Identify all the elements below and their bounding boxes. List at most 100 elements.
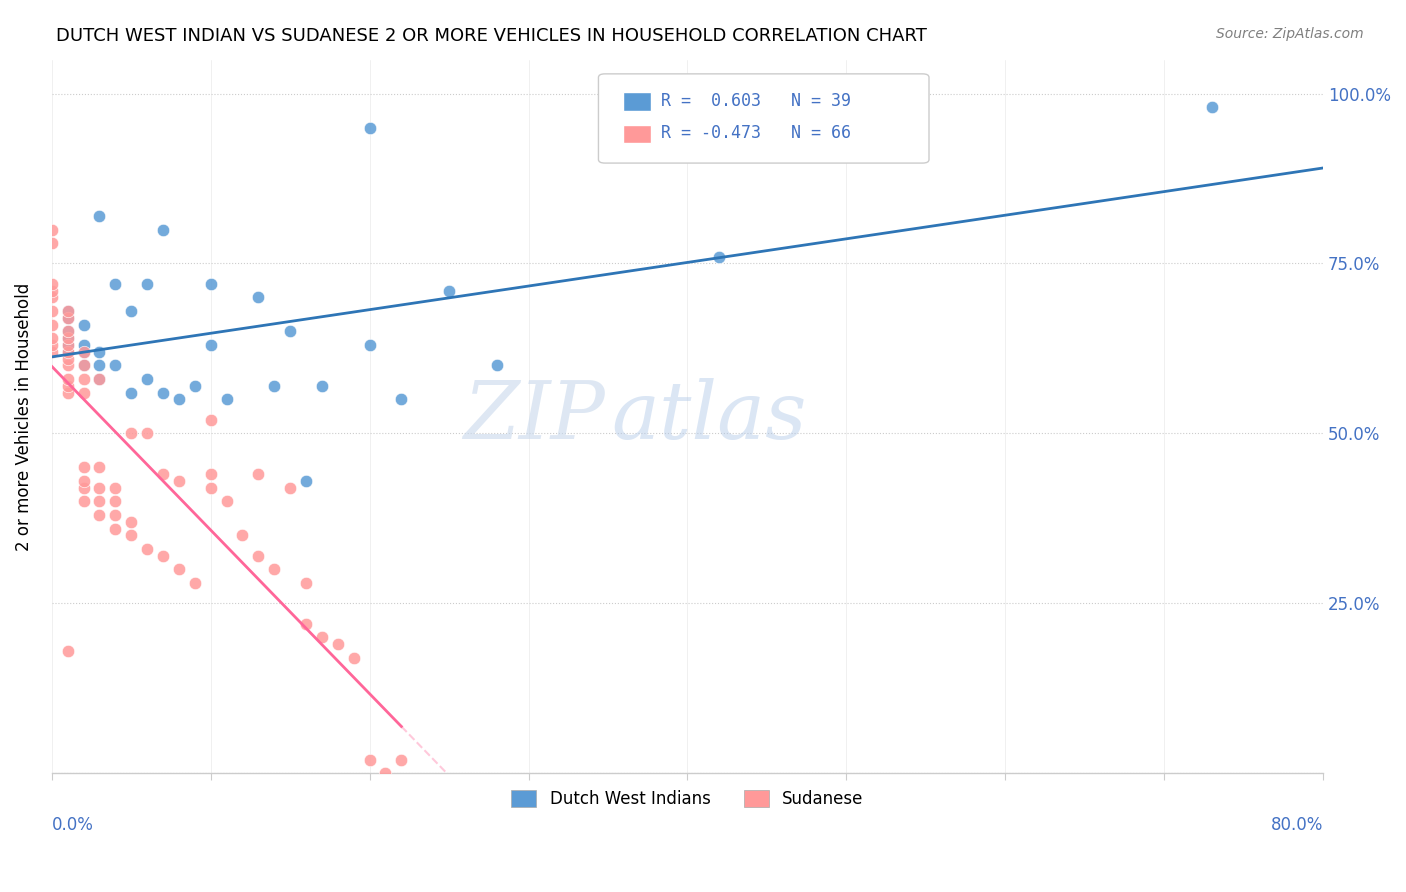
Point — [56, 385, 79, 400]
Point — [1201, 100, 1223, 114]
Point — [104, 494, 127, 508]
Point — [374, 766, 396, 780]
Point — [215, 494, 238, 508]
Point — [89, 460, 111, 475]
Point — [72, 344, 94, 359]
Point — [326, 637, 349, 651]
Point — [72, 359, 94, 373]
Text: R = -0.473   N = 66: R = -0.473 N = 66 — [661, 124, 851, 142]
Point — [104, 522, 127, 536]
Point — [295, 474, 318, 488]
Point — [56, 310, 79, 325]
Point — [56, 351, 79, 366]
Point — [278, 481, 301, 495]
Point — [120, 385, 142, 400]
Point — [104, 277, 127, 291]
Legend: Dutch West Indians, Sudanese: Dutch West Indians, Sudanese — [505, 783, 870, 814]
Point — [89, 481, 111, 495]
Point — [152, 549, 174, 563]
Point — [359, 753, 381, 767]
Point — [215, 392, 238, 407]
Point — [41, 236, 63, 251]
Point — [359, 338, 381, 352]
Point — [72, 372, 94, 386]
Point — [89, 508, 111, 522]
Point — [72, 481, 94, 495]
Point — [247, 467, 270, 482]
Point — [56, 344, 79, 359]
Point — [89, 344, 111, 359]
Point — [437, 284, 460, 298]
Point — [56, 304, 79, 318]
Point — [89, 494, 111, 508]
Point — [359, 120, 381, 135]
Point — [41, 284, 63, 298]
Point — [152, 467, 174, 482]
FancyBboxPatch shape — [623, 93, 651, 111]
Point — [104, 508, 127, 522]
Point — [72, 460, 94, 475]
Point — [41, 331, 63, 345]
Point — [120, 515, 142, 529]
Point — [167, 562, 190, 576]
Point — [200, 467, 222, 482]
Point — [72, 318, 94, 332]
Point — [247, 549, 270, 563]
Point — [72, 344, 94, 359]
Point — [295, 616, 318, 631]
Point — [311, 379, 333, 393]
Point — [41, 304, 63, 318]
Text: Source: ZipAtlas.com: Source: ZipAtlas.com — [1216, 27, 1364, 41]
Point — [56, 379, 79, 393]
Point — [56, 338, 79, 352]
Point — [120, 426, 142, 441]
FancyBboxPatch shape — [599, 74, 929, 163]
Point — [247, 290, 270, 304]
Point — [72, 494, 94, 508]
Point — [72, 385, 94, 400]
Point — [72, 359, 94, 373]
Text: 80.0%: 80.0% — [1271, 816, 1323, 834]
Point — [41, 338, 63, 352]
Point — [89, 209, 111, 223]
Text: ZIP: ZIP — [463, 377, 605, 455]
Point — [56, 331, 79, 345]
Point — [200, 481, 222, 495]
Point — [56, 304, 79, 318]
Point — [56, 331, 79, 345]
Point — [184, 575, 207, 590]
Point — [72, 474, 94, 488]
Text: atlas: atlas — [612, 377, 807, 455]
Point — [311, 630, 333, 644]
Point — [41, 344, 63, 359]
Point — [56, 325, 79, 339]
Point — [41, 318, 63, 332]
Point — [263, 562, 285, 576]
Point — [56, 344, 79, 359]
Point — [231, 528, 253, 542]
FancyBboxPatch shape — [623, 125, 651, 143]
Point — [56, 359, 79, 373]
Point — [41, 277, 63, 291]
Point — [200, 338, 222, 352]
Point — [389, 392, 412, 407]
Point — [41, 222, 63, 236]
Text: R =  0.603   N = 39: R = 0.603 N = 39 — [661, 92, 851, 110]
Point — [41, 290, 63, 304]
Point — [136, 426, 159, 441]
Point — [89, 372, 111, 386]
Point — [167, 474, 190, 488]
Y-axis label: 2 or more Vehicles in Household: 2 or more Vehicles in Household — [15, 282, 32, 550]
Point — [120, 528, 142, 542]
Point — [136, 372, 159, 386]
Point — [120, 304, 142, 318]
Text: 0.0%: 0.0% — [52, 816, 94, 834]
Point — [389, 753, 412, 767]
Point — [278, 325, 301, 339]
Point — [152, 385, 174, 400]
Point — [709, 250, 731, 264]
Point — [104, 481, 127, 495]
Point — [136, 541, 159, 556]
Point — [295, 575, 318, 590]
Point — [200, 277, 222, 291]
